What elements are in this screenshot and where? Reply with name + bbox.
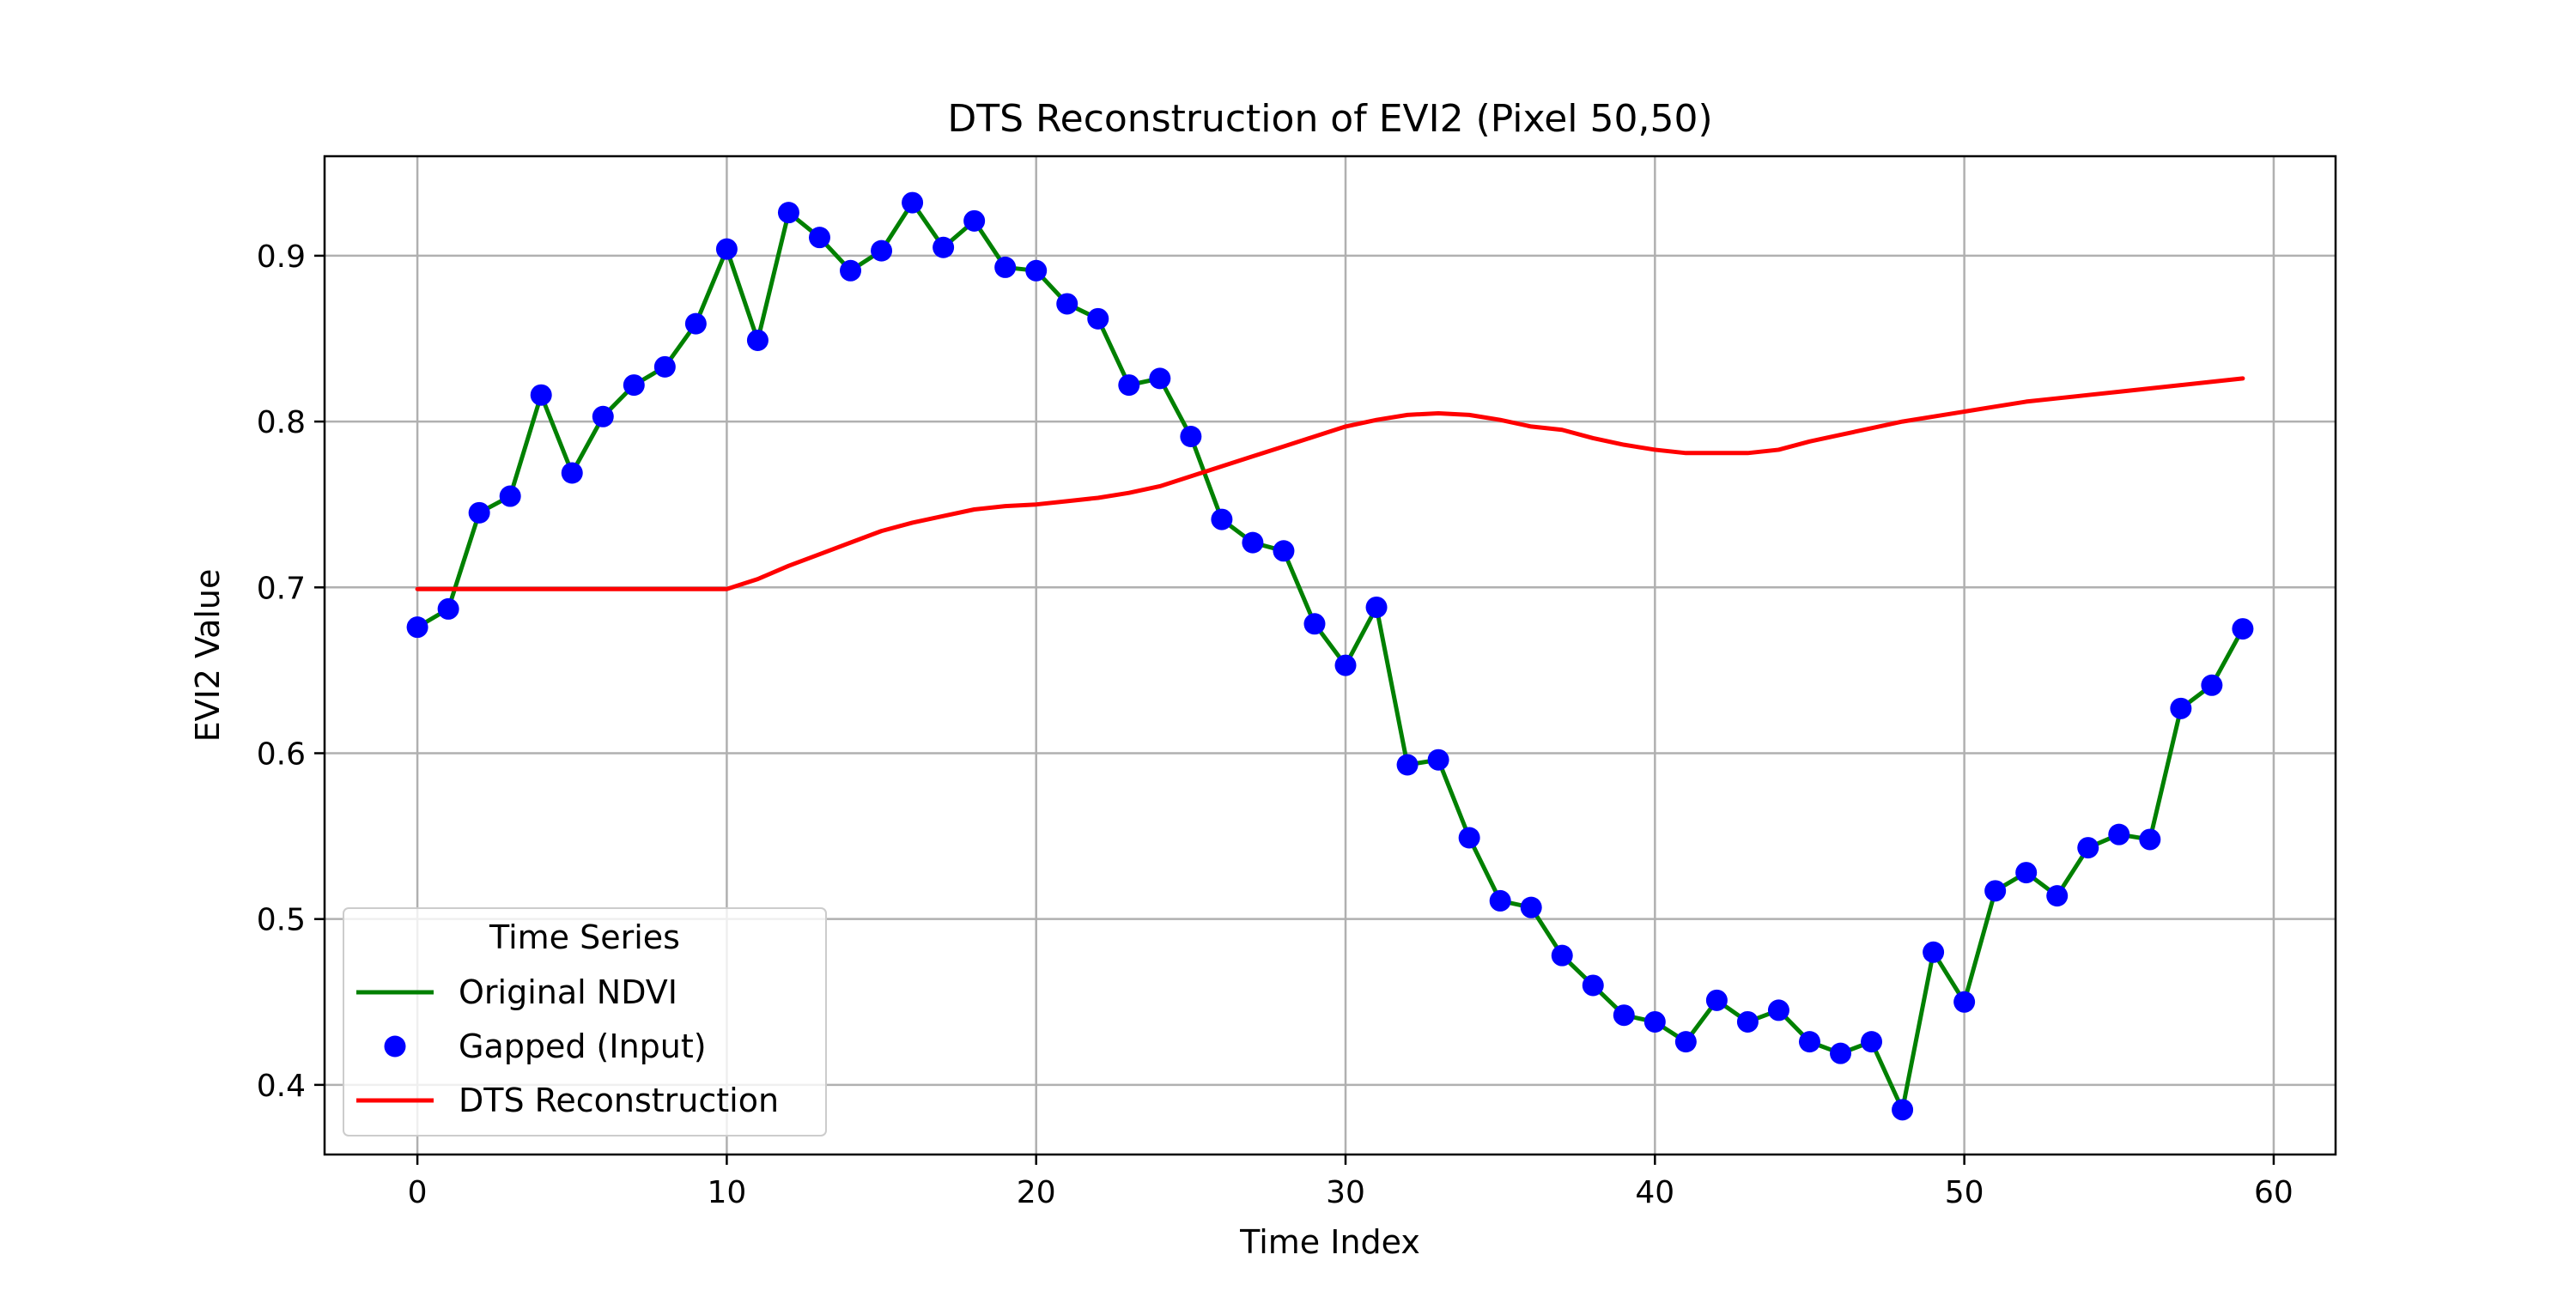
legend-entry-label: Original NDVI [459,973,677,1011]
data-point [592,405,614,427]
data-point [1705,989,1728,1011]
data-point [1923,941,1945,963]
data-point [1798,1031,1820,1053]
data-point [1273,540,1295,562]
x-tick-label: 10 [707,1175,746,1210]
data-point [1427,749,1449,771]
series-layer [406,191,2254,1121]
y-tick-label: 0.7 [257,571,306,606]
data-point [2046,885,2069,907]
data-point [1489,889,1511,912]
legend-marker-swatch [384,1035,406,1058]
legend-entry-label: DTS Reconstruction [459,1082,779,1119]
y-tick-label: 0.5 [257,903,306,938]
data-point [653,355,676,378]
data-point [623,374,645,397]
x-tick-label: 20 [1017,1175,1056,1210]
data-point [1674,1031,1697,1053]
data-point [1458,827,1480,849]
data-point [684,312,707,335]
y-tick-label: 0.6 [257,736,306,772]
data-point [2015,862,2038,884]
data-point [1087,307,1109,330]
y-tick-label: 0.4 [257,1069,306,1104]
axis-ticks: 0 10 20 30 40 50 60 0.4 0.5 0.6 0.7 0.8 0.9 [257,239,2293,1210]
legend-entry-label: Gapped (Input) [459,1027,707,1065]
data-point [808,227,830,249]
data-point [1736,1010,1759,1033]
data-point [2201,674,2223,696]
x-tick-label: 30 [1326,1175,1365,1210]
data-point [1180,425,1202,447]
data-point [1582,974,1604,997]
data-point [468,501,490,524]
x-tick-label: 60 [2254,1175,2293,1210]
legend: Time Series Original NDVI Gapped (Input) D… [343,907,827,1136]
data-point [840,259,862,282]
x-tick-label: 50 [1945,1175,1984,1210]
data-point [1396,754,1419,776]
data-point [1984,880,2007,902]
data-point [963,209,986,232]
data-point [1303,613,1326,635]
data-point [2077,837,2099,859]
data-point [2170,697,2192,719]
data-point [1861,1031,1883,1053]
series-line-dts-reconstruction [415,376,2245,591]
data-point [1613,1004,1635,1027]
data-point [1767,999,1789,1021]
y-axis-label: EVI2 Value [189,569,227,742]
legend-entries: Original NDVI Gapped (Input) DTS Reconstru… [356,973,779,1119]
data-point [902,191,924,214]
data-point [715,238,738,260]
data-point [1551,944,1573,967]
data-point [1056,293,1078,315]
chart-title: DTS Reconstruction of EVI2 (Pixel 50,50) [947,97,1712,141]
y-tick-label: 0.8 [257,405,306,440]
y-tick-label: 0.9 [257,239,306,275]
x-tick-label: 40 [1635,1175,1674,1210]
data-point [1242,531,1264,554]
data-point [406,616,428,639]
data-point [1211,508,1233,530]
data-point [2108,823,2130,846]
legend-box [343,907,827,1136]
legend-title: Time Series [489,918,680,956]
x-axis-label: Time Index [1239,1223,1420,1261]
data-point [994,256,1017,278]
data-point [1643,1010,1666,1033]
data-point [561,462,583,484]
x-tick-label: 0 [408,1175,428,1210]
data-point [499,485,521,507]
data-point [1892,1099,1914,1121]
data-point [933,236,955,258]
data-point [871,239,893,262]
data-point [2232,618,2254,640]
data-point [777,202,799,224]
data-point [1334,654,1357,676]
data-point [1149,367,1171,390]
data-point [1365,596,1388,618]
data-point [530,384,552,406]
data-point [1025,259,1048,282]
data-point [746,329,769,351]
data-point [1953,991,1976,1013]
plot-frame [323,155,2337,1156]
data-point [1118,374,1140,397]
data-point [2139,828,2161,851]
data-point [1520,896,1542,918]
data-point [437,597,459,620]
data-point [1830,1042,1852,1064]
